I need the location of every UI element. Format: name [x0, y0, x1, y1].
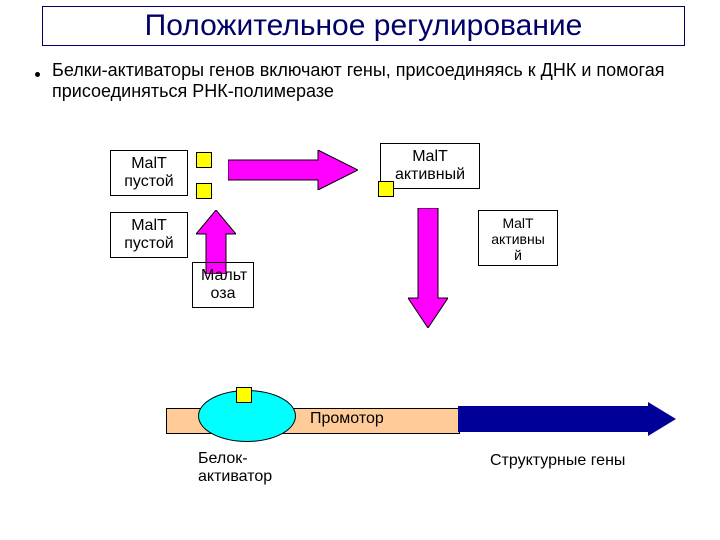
node-label: MalTактивный: [395, 148, 465, 183]
node-maltose: Мальтоза: [192, 262, 254, 308]
node-malt-empty-1: MalTпустой: [110, 150, 188, 196]
small-square-icon: [378, 181, 394, 197]
promoter-label: Промотор: [310, 410, 384, 428]
node-label: MalTпустой: [124, 155, 173, 190]
gene-arrow-icon: [458, 402, 676, 436]
small-square-icon: [196, 152, 212, 168]
bullet-text: Белки-активаторы генов включают гены, пр…: [52, 60, 682, 102]
arrow-down-icon: [408, 208, 448, 328]
structural-label: Структурные гены: [490, 452, 625, 470]
node-malt-active: MalTактивный: [380, 143, 480, 189]
page-title: Положительное регулирование: [145, 9, 583, 42]
small-square-icon: [236, 387, 252, 403]
node-malt-empty-2: MalTпустой: [110, 212, 188, 258]
node-malt-active-small: MalTактивный: [478, 210, 558, 266]
activator-label: Белок-активатор: [198, 450, 272, 486]
node-label: MalTактивный: [491, 215, 545, 263]
bullet-dot: [35, 72, 40, 77]
arrow-right-icon: [228, 150, 358, 190]
node-label: Мальтоза: [201, 267, 247, 302]
small-square-icon: [196, 183, 212, 199]
node-label: MalTпустой: [124, 217, 173, 252]
title-box: Положительное регулирование: [42, 6, 685, 46]
